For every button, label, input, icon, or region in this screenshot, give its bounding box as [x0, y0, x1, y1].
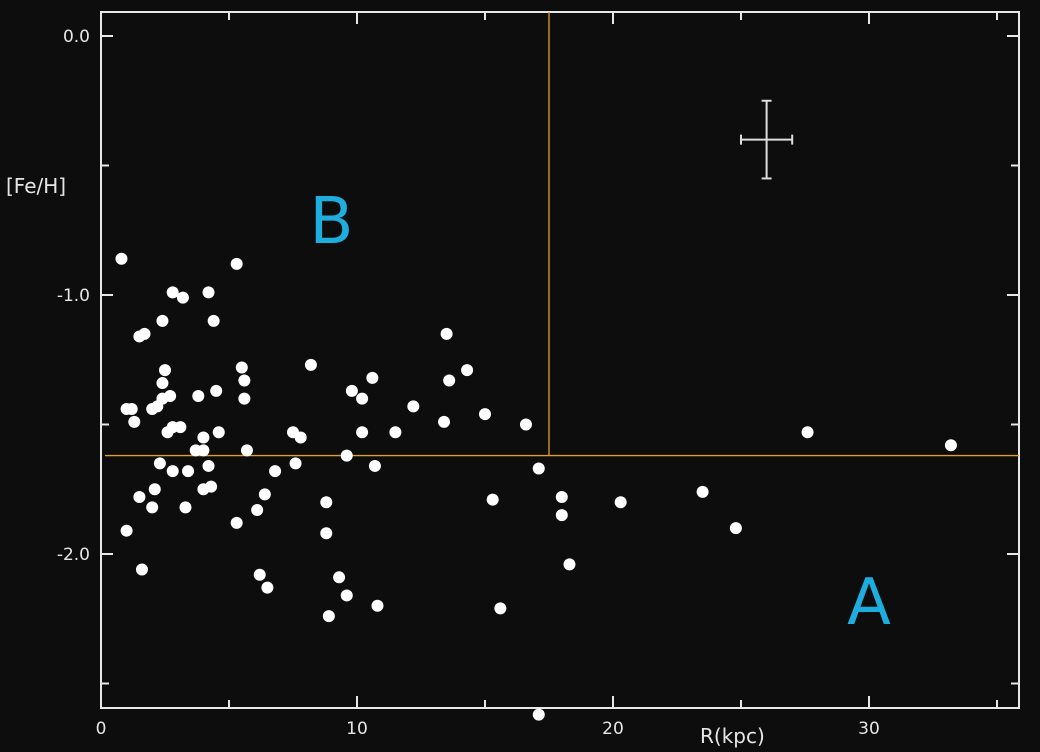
- x-tick-label: 20: [602, 719, 624, 739]
- data-point: [128, 415, 141, 428]
- data-point: [801, 426, 814, 439]
- data-point: [555, 491, 568, 504]
- data-point: [563, 558, 576, 571]
- data-point: [438, 415, 451, 428]
- data-point: [166, 286, 179, 299]
- data-point: [614, 496, 627, 509]
- data-point: [205, 480, 218, 493]
- data-points: [115, 252, 957, 721]
- data-point: [176, 291, 189, 304]
- data-point: [320, 527, 333, 540]
- data-point: [179, 501, 192, 514]
- data-point: [115, 252, 128, 265]
- data-point: [258, 488, 271, 501]
- data-point: [238, 392, 251, 405]
- data-point: [133, 491, 146, 504]
- data-point: [192, 390, 205, 403]
- data-point: [486, 493, 499, 506]
- data-point: [156, 314, 169, 327]
- data-point: [135, 563, 148, 576]
- data-point: [238, 374, 251, 387]
- data-point: [333, 571, 346, 584]
- region-label-a: A: [847, 566, 891, 640]
- data-point: [197, 431, 210, 444]
- tick-labels: 0 10 20 30 0.0 -1.0 -2.0: [57, 27, 880, 739]
- data-point: [166, 465, 179, 478]
- data-point: [156, 377, 169, 390]
- data-point: [212, 426, 225, 439]
- data-point: [174, 421, 187, 434]
- tick-marks: [100, 12, 1019, 708]
- data-point: [207, 314, 220, 327]
- data-point: [356, 426, 369, 439]
- region-label-b: B: [309, 185, 353, 259]
- data-point: [156, 392, 169, 405]
- data-point: [269, 465, 282, 478]
- data-point: [371, 599, 384, 612]
- data-point: [294, 431, 307, 444]
- data-point: [696, 485, 709, 498]
- data-point: [532, 708, 545, 721]
- data-point: [322, 610, 335, 623]
- data-point: [356, 392, 369, 405]
- region-labels: BA: [309, 185, 891, 640]
- data-point: [340, 449, 353, 462]
- data-point: [366, 371, 379, 384]
- error-bar-marker: [740, 99, 794, 180]
- data-point: [443, 374, 456, 387]
- data-point: [519, 418, 532, 431]
- data-point: [159, 364, 171, 377]
- x-tick-label: 10: [346, 719, 368, 739]
- data-point: [230, 516, 243, 529]
- data-point: [304, 358, 317, 371]
- data-point: [261, 581, 274, 594]
- data-point: [202, 459, 215, 472]
- data-point: [125, 402, 138, 415]
- divider-lines: [105, 12, 1019, 457]
- data-point: [153, 457, 166, 470]
- data-point: [251, 503, 264, 516]
- y-tick-label: -2.0: [57, 545, 90, 565]
- data-point: [253, 568, 266, 581]
- data-point: [235, 361, 248, 374]
- data-point: [240, 444, 253, 457]
- data-point: [197, 444, 210, 457]
- data-point: [289, 457, 302, 470]
- data-point: [138, 327, 151, 340]
- data-point: [146, 501, 159, 514]
- y-tick-label: -1.0: [57, 286, 90, 306]
- x-axis-label: R(kpc): [700, 724, 765, 748]
- data-point: [532, 462, 545, 475]
- data-point: [210, 384, 223, 397]
- data-point: [320, 496, 333, 509]
- data-point: [182, 465, 195, 478]
- data-point: [729, 522, 742, 535]
- plot-frame: [100, 11, 1020, 709]
- x-tick-label: 30: [858, 719, 880, 739]
- data-point: [944, 439, 957, 452]
- data-point: [555, 509, 568, 522]
- data-point: [461, 364, 474, 377]
- data-point: [230, 257, 243, 270]
- data-point: [340, 589, 353, 602]
- y-axis-label: [Fe/H]: [6, 174, 66, 198]
- data-point: [479, 408, 491, 421]
- data-point: [407, 400, 420, 413]
- data-point: [345, 384, 358, 397]
- data-point: [202, 286, 215, 299]
- x-tick-label: 0: [96, 719, 107, 739]
- y-tick-label: 0.0: [63, 27, 90, 47]
- axes-frame: [100, 11, 1020, 709]
- data-point: [389, 426, 402, 439]
- data-point: [368, 459, 381, 472]
- data-point: [120, 524, 133, 537]
- data-point: [148, 483, 161, 496]
- data-point: [494, 602, 507, 615]
- data-point: [440, 327, 453, 340]
